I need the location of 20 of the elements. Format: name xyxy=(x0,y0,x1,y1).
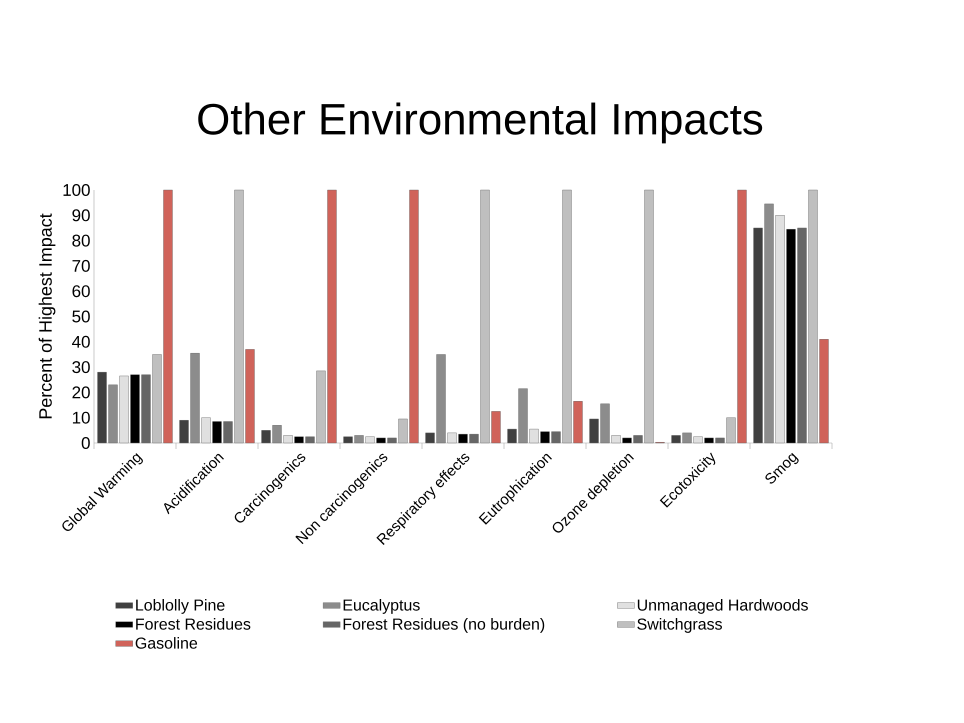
legend-label: Switchgrass xyxy=(637,618,722,633)
y-axis-title: Percent of Highest Impact xyxy=(38,213,56,418)
y-tick-label: 30 xyxy=(72,361,90,374)
chart-title: Other Environmental Impacts xyxy=(198,102,762,144)
y-tick-label: 80 xyxy=(72,234,90,247)
y-tick-label: 10 xyxy=(72,412,90,424)
y-tick-label: 60 xyxy=(72,285,90,298)
legend-label: Loblolly Pine xyxy=(136,598,225,614)
y-tick-label: 50 xyxy=(72,310,90,322)
y-tick-label: 100 xyxy=(64,184,90,196)
legend-label: Unmanaged Hardwoods xyxy=(638,598,808,614)
legend-label: Forest Residues xyxy=(136,618,250,630)
y-tick-label: 0 xyxy=(82,437,90,449)
y-tick-label: 90 xyxy=(72,209,90,222)
y-tick-label: 70 xyxy=(72,260,90,272)
legend-label: Eucalyptus xyxy=(344,598,420,614)
legend-label: Forest Residues (no burden) xyxy=(344,618,544,633)
y-tick-label: 20 xyxy=(72,386,90,398)
y-tick-label: 40 xyxy=(72,336,90,348)
legend-label: Gasoline xyxy=(136,637,198,649)
